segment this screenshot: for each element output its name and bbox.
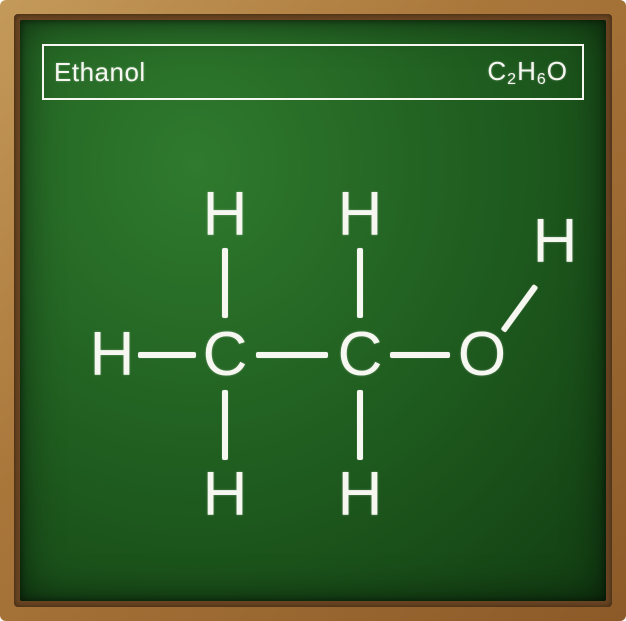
bond bbox=[222, 390, 228, 460]
bond bbox=[357, 248, 363, 318]
compound-name: Ethanol bbox=[54, 57, 146, 88]
formula-element: H bbox=[517, 56, 537, 86]
bond bbox=[256, 352, 328, 358]
formula-subscript: 6 bbox=[537, 71, 547, 88]
bond bbox=[501, 284, 539, 333]
atom-C1: C bbox=[203, 324, 248, 386]
atom-H_top2: H bbox=[338, 184, 383, 246]
bond bbox=[222, 248, 228, 318]
atom-H_bot2: H bbox=[338, 464, 383, 526]
atom-H_OH: H bbox=[533, 211, 578, 273]
atom-O: O bbox=[458, 324, 506, 386]
formula-element: O bbox=[547, 56, 568, 86]
chalkboard-surface: Ethanol C2H6O HCCOHHHHH bbox=[20, 20, 606, 601]
atom-C2: C bbox=[338, 324, 383, 386]
bond bbox=[390, 352, 450, 358]
bond bbox=[357, 390, 363, 460]
bond bbox=[138, 352, 196, 358]
formula-element: C bbox=[487, 56, 507, 86]
atom-H_bot1: H bbox=[203, 464, 248, 526]
atom-H_left: H bbox=[90, 324, 135, 386]
title-box: Ethanol C2H6O bbox=[42, 44, 584, 100]
chalkboard-frame: Ethanol C2H6O HCCOHHHHH bbox=[0, 0, 626, 621]
formula-subscript: 2 bbox=[507, 71, 517, 88]
molecular-structure: HCCOHHHHH bbox=[20, 130, 606, 601]
compound-formula: C2H6O bbox=[487, 56, 568, 89]
atom-H_top1: H bbox=[203, 184, 248, 246]
chalkboard-frame-inner: Ethanol C2H6O HCCOHHHHH bbox=[14, 14, 612, 607]
